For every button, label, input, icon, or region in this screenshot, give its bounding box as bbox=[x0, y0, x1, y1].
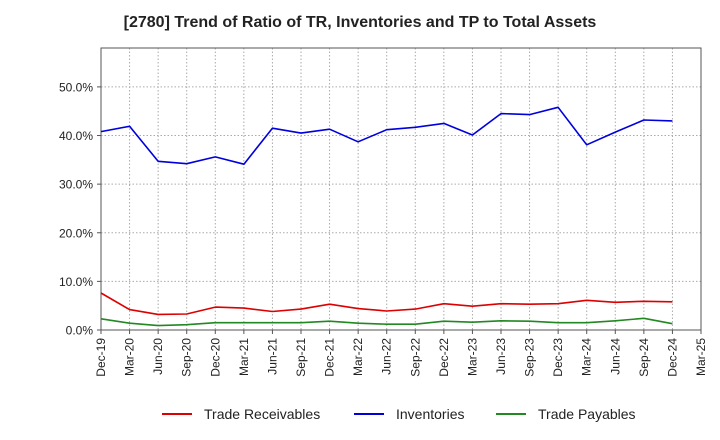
plot-frame bbox=[100, 47, 702, 331]
x-tick-label: Mar-21 bbox=[237, 338, 251, 376]
chart-title: [2780] Trend of Ratio of TR, Inventories… bbox=[123, 14, 597, 31]
x-tick-label: Jun-21 bbox=[265, 338, 279, 375]
x-tick-label: Dec-21 bbox=[323, 338, 337, 377]
legend-label: Inventories bbox=[396, 406, 464, 422]
y-tick-label: 50.0% bbox=[59, 80, 93, 94]
legend-label: Trade Payables bbox=[538, 406, 636, 422]
series-lines bbox=[100, 106, 673, 327]
x-tick-label: Mar-24 bbox=[580, 338, 594, 376]
x-tick-label: Dec-24 bbox=[665, 338, 679, 377]
y-tick-label: 20.0% bbox=[59, 226, 93, 240]
x-tick-label: Dec-19 bbox=[94, 338, 108, 377]
x-tick-label: Sep-24 bbox=[637, 338, 651, 377]
x-tick-label: Sep-20 bbox=[180, 338, 194, 377]
plot-border bbox=[100, 47, 702, 331]
x-tick-label: Mar-25 bbox=[694, 338, 708, 376]
y-tick-label: 40.0% bbox=[59, 129, 93, 143]
series-line-trade-payables bbox=[100, 317, 673, 327]
x-tick-label: Jun-23 bbox=[494, 338, 508, 375]
x-tick-label: Sep-23 bbox=[523, 338, 537, 377]
legend: Trade Receivables Inventories Trade Payabl… bbox=[162, 406, 636, 422]
x-tick-label: Mar-23 bbox=[465, 338, 479, 376]
x-tick-label: Dec-23 bbox=[551, 338, 565, 377]
x-tick-label: Jun-22 bbox=[380, 338, 394, 375]
y-tick-label: 30.0% bbox=[59, 178, 93, 192]
x-tick-label: Sep-22 bbox=[408, 338, 422, 377]
y-axis-ticks: 0.0% 10.0% 20.0% 30.0% 40.0% 50.0% bbox=[59, 80, 101, 338]
x-tick-label: Jun-24 bbox=[608, 338, 622, 375]
x-tick-label: Dec-20 bbox=[208, 338, 222, 377]
x-tick-label: Sep-21 bbox=[294, 338, 308, 377]
x-tick-label: Mar-20 bbox=[123, 338, 137, 376]
x-tick-label: Dec-22 bbox=[437, 338, 451, 377]
x-tick-label: Jun-20 bbox=[151, 338, 165, 375]
series-line-inventories bbox=[100, 106, 673, 165]
grid-lines bbox=[100, 48, 702, 331]
x-tick-label: Mar-22 bbox=[351, 338, 365, 376]
y-tick-label: 10.0% bbox=[59, 275, 93, 289]
series-line-trade-receivables bbox=[100, 292, 673, 316]
y-tick-label: 0.0% bbox=[66, 324, 94, 338]
x-axis-ticks: Dec-19 Mar-20 Jun-20 Sep-20 Dec-20 Mar-21 Jun-… bbox=[94, 330, 708, 377]
legend-label: Trade Receivables bbox=[204, 406, 320, 422]
